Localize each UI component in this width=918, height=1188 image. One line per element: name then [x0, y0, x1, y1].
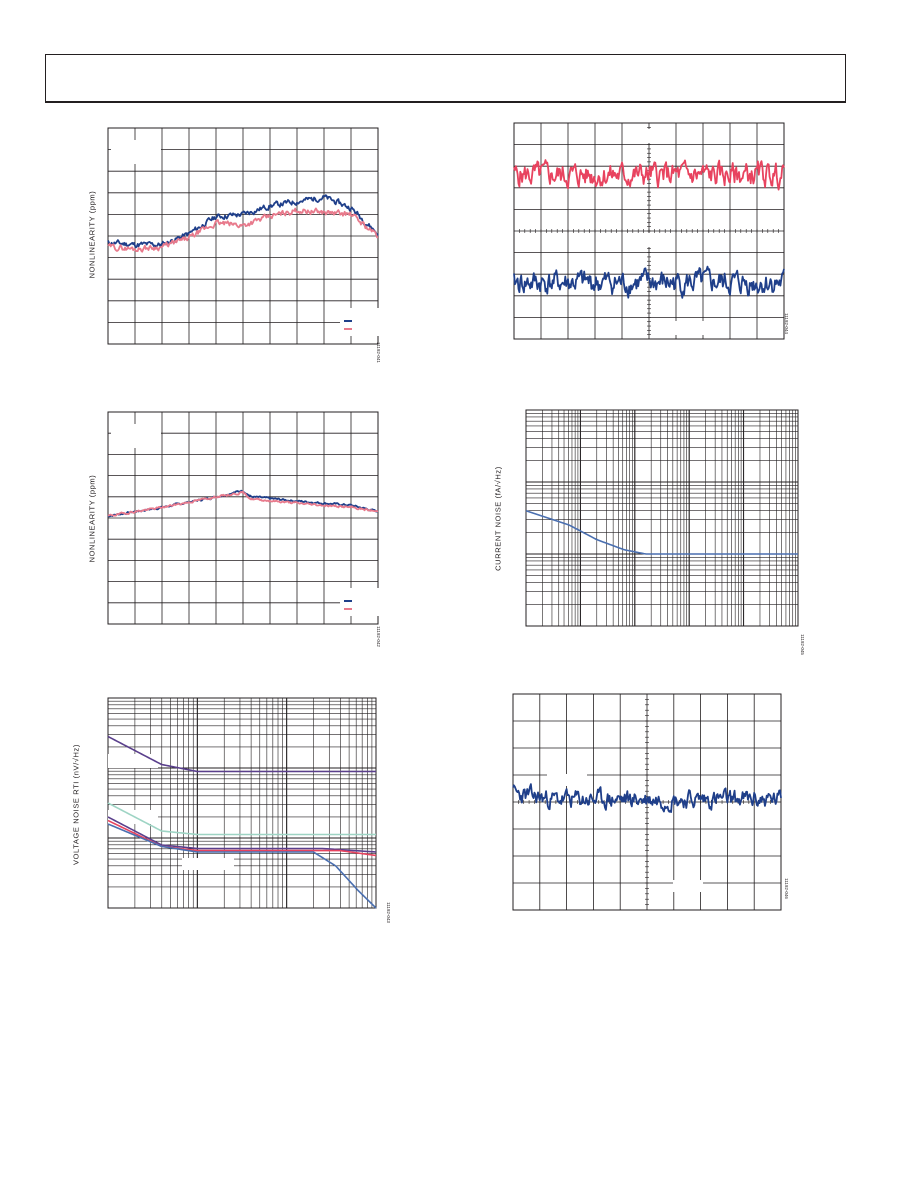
chart-nonlinearity-2: NONLINEARITY (ppm) 11192-042	[76, 404, 396, 664]
plot-area	[513, 122, 785, 340]
series-line	[107, 735, 376, 773]
annotation-box	[634, 233, 674, 247]
plot-svg	[107, 127, 380, 345]
plot-frame	[107, 697, 377, 909]
figure-code: 11192-042	[375, 626, 381, 647]
chart-time-noise-2: 11192-046	[500, 688, 810, 928]
annotation-box	[634, 129, 674, 143]
plot-area	[107, 411, 380, 625]
plot-svg	[107, 697, 377, 909]
series-line	[513, 159, 785, 191]
series-line	[512, 783, 782, 814]
figure-code: 11192-046	[783, 878, 789, 899]
figure-code: 11192-044	[783, 313, 789, 334]
annotation-box	[547, 774, 587, 786]
annotation-box	[182, 858, 234, 870]
plot-frame	[107, 127, 379, 345]
plot-svg	[107, 411, 380, 625]
plot-svg	[513, 122, 785, 340]
plot-frame	[513, 122, 785, 340]
figure-code: 11192-043	[385, 902, 391, 923]
plot-frame	[107, 411, 379, 625]
plot-area	[525, 409, 799, 627]
chart-current-noise: CURRENT NOISE (fA/√Hz) 11192-045	[490, 400, 820, 660]
plot-area	[107, 127, 380, 345]
series-line	[513, 265, 785, 299]
series-line	[107, 194, 379, 249]
plot-frame	[512, 693, 782, 911]
series-line	[107, 490, 379, 517]
series-line	[107, 823, 377, 909]
chart-time-noise-1: 11192-044	[500, 115, 810, 355]
series-line	[107, 802, 376, 836]
annotation-box	[108, 754, 158, 768]
plot-frame	[525, 409, 799, 627]
annotation-box	[111, 424, 161, 448]
plot-area	[107, 697, 377, 909]
figure-code: 11192-045	[799, 634, 805, 655]
chart-nonlinearity-1: NONLINEARITY (ppm) 11192-041	[76, 120, 396, 380]
plot-svg	[512, 693, 782, 911]
plot-svg	[525, 409, 799, 627]
chart-voltage-noise: VOLTAGE NOISE RTI (nV/√Hz) 11192-043	[60, 690, 400, 940]
annotation-box	[108, 810, 158, 824]
series-line	[107, 207, 379, 253]
annotation-box	[673, 880, 703, 892]
page-header	[45, 54, 846, 103]
figure-code: 11192-041	[375, 342, 381, 363]
annotation-box	[111, 140, 161, 164]
series-line	[107, 816, 377, 853]
series-line	[525, 510, 798, 555]
annotation-box	[660, 321, 710, 335]
plot-area	[512, 693, 782, 911]
